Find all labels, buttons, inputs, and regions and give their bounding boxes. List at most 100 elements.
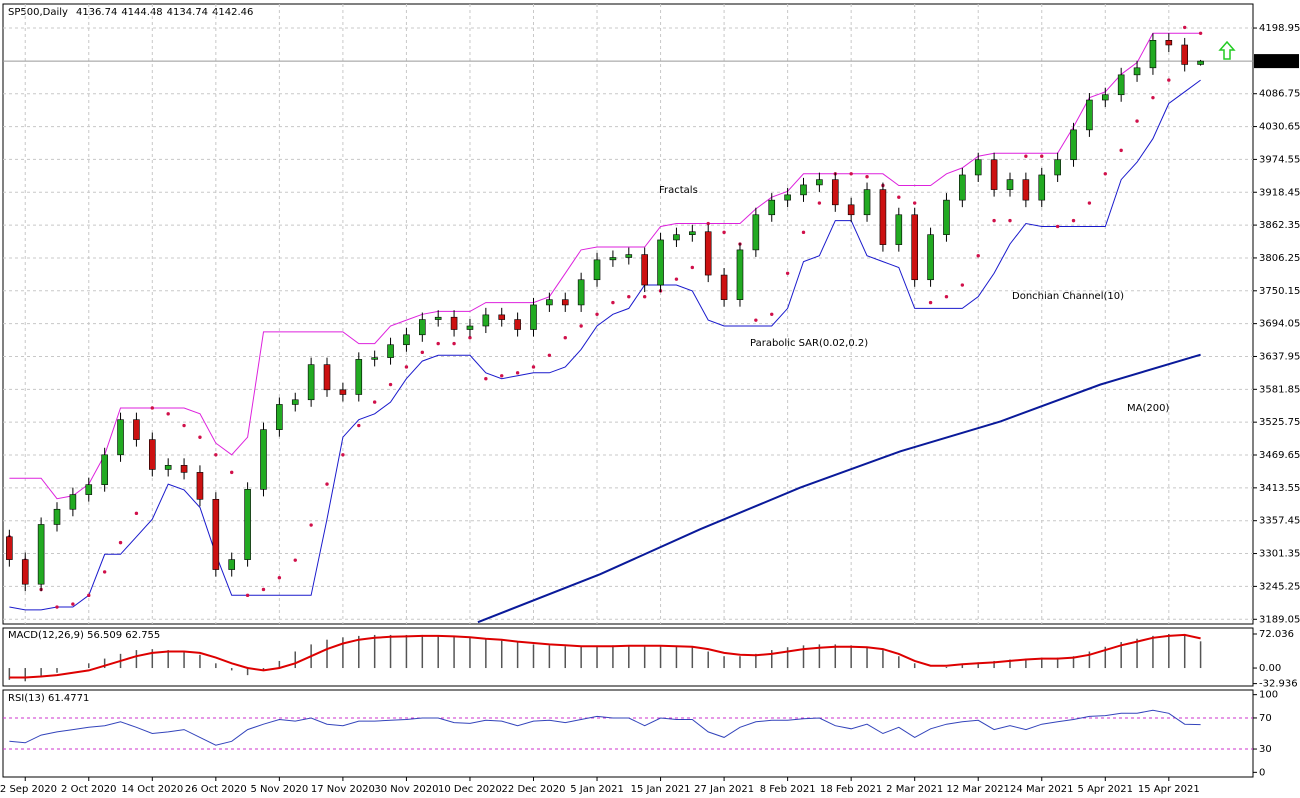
candle-body: [371, 357, 378, 360]
sar-dot: [1151, 95, 1155, 100]
sar-dot: [468, 336, 472, 340]
candle-body: [847, 204, 855, 216]
sar-dot: [261, 587, 266, 592]
candle-body: [1054, 159, 1061, 176]
candle-body: [117, 419, 124, 456]
sar-dot: [579, 324, 583, 328]
close-value: 4142.46: [212, 7, 253, 18]
x-tick-label: 17 Nov 2020: [311, 784, 375, 795]
y-tick-label: 70: [1259, 713, 1272, 724]
candle-body: [879, 189, 887, 245]
y-tick-label: 3581.85: [1259, 384, 1300, 395]
candle-body: [990, 159, 998, 190]
annotation: MA(200): [1127, 403, 1169, 414]
sar-dot: [87, 593, 91, 598]
candle-body: [720, 274, 728, 300]
candle-body: [21, 559, 29, 585]
candle-body: [180, 465, 188, 473]
candle-body: [689, 231, 696, 235]
candle-body: [450, 316, 458, 330]
sar-dot: [928, 300, 933, 305]
candle-body: [419, 319, 426, 336]
sar-dot: [849, 172, 853, 176]
candle-body: [212, 498, 220, 570]
sar-dot: [801, 230, 806, 235]
high-value: 4144.48: [121, 7, 162, 18]
candle-body: [291, 399, 299, 405]
candle-body: [1101, 94, 1109, 101]
candle-body: [276, 404, 283, 430]
candle-body: [498, 314, 506, 320]
annotation: Donchian Channel(10): [1012, 291, 1124, 302]
sar-dot: [531, 365, 536, 369]
candle-body: [959, 174, 966, 201]
sar-dot: [674, 277, 679, 281]
candle-body: [704, 231, 712, 276]
sar-dot: [55, 605, 59, 609]
y-tick-label: 30: [1259, 744, 1272, 755]
sar-dot: [198, 435, 202, 439]
annotation: Parabolic SAR(0.02,0.2): [750, 338, 868, 349]
sar-dot: [102, 570, 107, 574]
candle-body: [1086, 99, 1093, 131]
x-tick-label: 5 Apr 2021: [1078, 784, 1133, 795]
candle-body: [593, 259, 601, 281]
chart-header: SP500,Daily 4136.74 4144.48 4134.74 4142.46: [8, 7, 253, 18]
x-tick-label: 24 Mar 2021: [1010, 784, 1073, 795]
sar-dot: [166, 412, 170, 416]
current-price-box: [1254, 54, 1299, 69]
sar-dot: [150, 406, 155, 410]
sar-dot: [1103, 172, 1107, 176]
macd-title: MACD(12,26,9) 56.509 62.755: [8, 630, 160, 641]
sar-dot: [865, 175, 869, 179]
candle-body: [816, 179, 823, 186]
y-tick-label: 3189.05: [1259, 614, 1300, 625]
sar-dot: [611, 300, 615, 305]
y-tick-label: 3806.25: [1259, 253, 1300, 264]
sar-dot: [372, 400, 377, 404]
sar-dot: [547, 353, 552, 357]
x-tick-label: 27 Jan 2021: [694, 784, 754, 795]
candle-body: [736, 249, 744, 300]
sar-dot: [118, 540, 123, 545]
y-tick-label: 3974.55: [1259, 154, 1300, 165]
candle-body: [307, 364, 315, 401]
candle-body: [673, 234, 680, 241]
candle-body: [943, 199, 950, 235]
sar-dot: [325, 482, 329, 486]
indicator-line: [477, 353, 1201, 624]
sar-dot: [1055, 224, 1060, 229]
y-tick-label: 0.00: [1259, 663, 1281, 674]
sar-dot: [1024, 154, 1028, 158]
x-tick-label: 22 Sep 2020: [0, 784, 57, 795]
candle-body: [37, 524, 45, 585]
candle-body: [561, 299, 569, 306]
candle-body: [863, 189, 871, 216]
y-tick-label: 3301.35: [1259, 549, 1300, 560]
y-tick-label: 3637.95: [1259, 351, 1300, 362]
candle-body: [466, 325, 474, 330]
candle-body: [895, 214, 903, 245]
y-tick-label: 3525.75: [1259, 417, 1300, 428]
candle-body: [53, 508, 61, 525]
x-tick-label: 15 Apr 2021: [1138, 784, 1200, 795]
candle-body: [1181, 44, 1189, 65]
y-tick-label: 3862.35: [1259, 220, 1300, 231]
sar-dot: [182, 423, 186, 428]
candle-body: [149, 439, 156, 470]
candle-body: [6, 536, 13, 560]
y-tick-label: 100: [1259, 690, 1278, 701]
x-tick-label: 30 Nov 2020: [374, 784, 438, 795]
sar-dot: [277, 576, 282, 580]
sar-dot: [71, 602, 75, 606]
candle-body: [514, 319, 521, 330]
candle-body: [641, 254, 648, 286]
candle-body: [164, 465, 172, 470]
x-tick-label: 2 Mar 2021: [886, 784, 943, 795]
sar-dot: [420, 350, 425, 355]
symbol: SP500,Daily: [8, 7, 68, 18]
candle-body: [609, 257, 617, 261]
y-tick-label: 3357.45: [1259, 516, 1300, 527]
